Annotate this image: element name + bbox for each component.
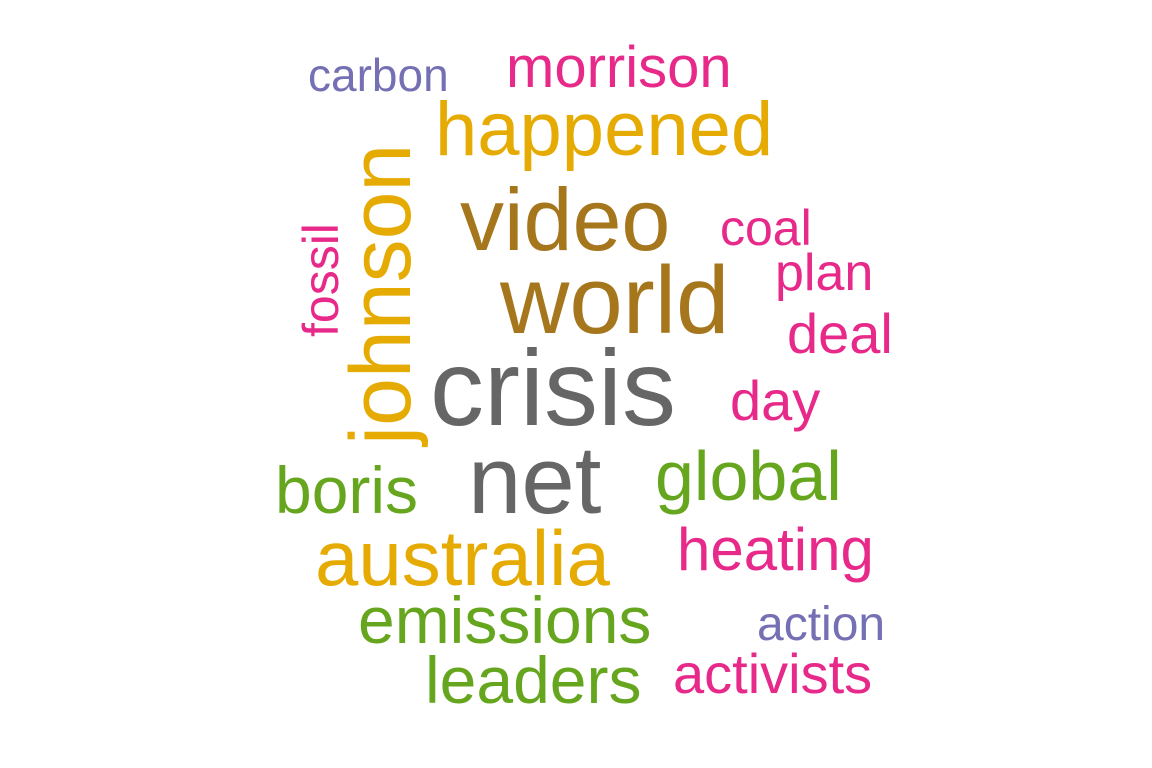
- word-carbon: carbon: [308, 49, 449, 101]
- word-plan: plan: [775, 244, 873, 302]
- word-leaders: leaders: [425, 643, 641, 717]
- word-day: day: [730, 369, 820, 432]
- word-heating: heating: [677, 516, 874, 583]
- word-fossil: fossil: [293, 223, 349, 337]
- word-johnson: johnson: [333, 144, 429, 448]
- word-activists: activists: [673, 642, 872, 705]
- word-australia: australia: [315, 514, 610, 602]
- word-coal: coal: [720, 200, 812, 256]
- word-deal: deal: [787, 302, 893, 365]
- word-action: action: [757, 598, 885, 651]
- word-global: global: [655, 437, 842, 515]
- word-morrison: morrison: [506, 35, 732, 100]
- word-video: video: [460, 170, 670, 269]
- word-world: world: [499, 247, 729, 354]
- word-happened: happened: [435, 87, 773, 172]
- word-net: net: [468, 427, 601, 534]
- word-emissions: emissions: [358, 583, 651, 657]
- word-boris: boris: [275, 453, 418, 527]
- word-crisis: crisis: [430, 327, 676, 448]
